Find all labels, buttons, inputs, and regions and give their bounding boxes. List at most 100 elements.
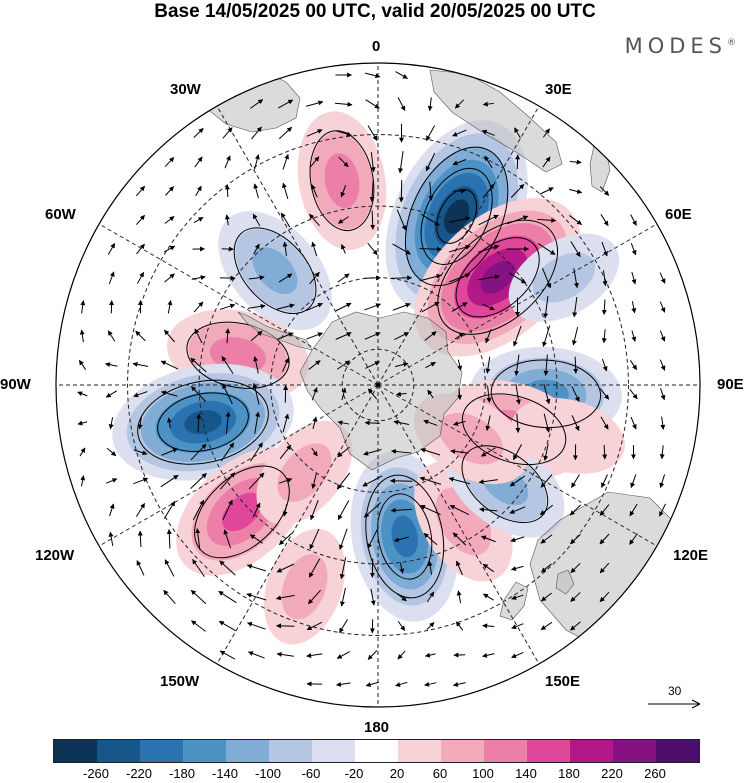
wind-vector xyxy=(160,360,179,370)
wind-vector xyxy=(364,332,381,340)
contour-line xyxy=(186,321,290,389)
wind-vector xyxy=(629,360,638,371)
contour-ring xyxy=(490,359,602,429)
wind-vector xyxy=(218,590,237,604)
wind-vector xyxy=(629,533,638,545)
wind-vector xyxy=(482,563,495,573)
wind-vector xyxy=(367,650,378,660)
wind-vector xyxy=(571,415,580,432)
wind-vector xyxy=(337,446,350,458)
wind-vector xyxy=(572,297,578,318)
wind-vector xyxy=(486,385,492,403)
colorbar-swatch xyxy=(570,740,613,762)
label-90w: 90W xyxy=(0,376,31,393)
reference-arrow-icon xyxy=(648,699,701,709)
wind-vectors xyxy=(77,71,666,687)
wind-vector xyxy=(630,416,637,430)
wind-vector xyxy=(542,325,551,347)
wind-vector xyxy=(541,563,552,573)
anomaly-level xyxy=(391,515,418,558)
wind-vector xyxy=(448,244,471,253)
wind-vector xyxy=(133,449,148,456)
wind-vector xyxy=(480,447,496,457)
wind-vector xyxy=(457,359,463,371)
wind-vector xyxy=(220,442,235,462)
wind-vector xyxy=(478,214,499,226)
colorbar-swatch xyxy=(527,740,570,762)
wind-vector xyxy=(164,559,175,577)
wind-vector xyxy=(543,384,551,405)
meridian-line xyxy=(377,105,540,386)
label-120e: 120E xyxy=(673,547,709,564)
wind-vector xyxy=(423,532,438,546)
reference-vector: 30 xyxy=(646,684,706,719)
wind-vector xyxy=(569,188,583,194)
wind-vector xyxy=(508,272,527,284)
wind-vector xyxy=(659,359,666,371)
anomaly-level xyxy=(277,443,332,502)
wind-vector xyxy=(167,300,173,314)
wind-vector xyxy=(136,243,145,255)
wind-vector xyxy=(569,504,582,516)
brand-mark: ® xyxy=(727,38,736,48)
wind-vector xyxy=(336,651,351,659)
wind-vector xyxy=(660,416,666,430)
meridian-line xyxy=(377,384,658,547)
wind-vector xyxy=(514,354,520,376)
wind-vector xyxy=(364,275,381,281)
wind-vector xyxy=(477,244,500,253)
wind-vector xyxy=(339,619,348,634)
contour-line xyxy=(157,392,249,452)
wind-vector xyxy=(309,213,320,227)
colorbar-swatch xyxy=(183,740,226,762)
wind-vector xyxy=(108,531,114,546)
wind-vector xyxy=(222,383,233,405)
wind-vector xyxy=(543,443,549,461)
wind-vector xyxy=(599,504,610,516)
wind-vector xyxy=(395,681,408,687)
wind-vector xyxy=(367,242,378,256)
wind-vector xyxy=(425,361,436,369)
wind-vector xyxy=(514,127,521,139)
wind-vector xyxy=(452,681,466,687)
wind-vector xyxy=(391,275,413,281)
antarctica-landmass xyxy=(299,311,463,471)
wind-vector xyxy=(250,330,263,342)
wind-vector xyxy=(253,243,260,255)
wind-vector xyxy=(398,151,404,174)
contour-ring xyxy=(404,146,509,287)
wind-vector xyxy=(370,588,376,606)
wind-vector xyxy=(515,154,521,170)
brand-logo: MODES® xyxy=(625,34,736,58)
wind-vector xyxy=(164,273,175,283)
wind-vector xyxy=(311,387,318,401)
wind-vector xyxy=(219,560,236,576)
wind-vector xyxy=(309,271,320,285)
wind-vector xyxy=(192,499,205,520)
wind-vector xyxy=(452,129,467,137)
wind-vector xyxy=(631,330,637,342)
wind-vector xyxy=(450,448,469,454)
wind-vector xyxy=(600,214,609,227)
wind-vector xyxy=(599,186,610,196)
wind-vector xyxy=(484,155,493,169)
wind-vector xyxy=(311,241,318,257)
colorbar-tick-label: -140 xyxy=(211,766,239,781)
wind-vector xyxy=(482,593,494,601)
wind-vector xyxy=(224,155,231,169)
wind-vector xyxy=(482,183,495,199)
wind-vector xyxy=(540,592,552,602)
wind-vector xyxy=(195,185,202,197)
wind-vector xyxy=(659,445,665,460)
wind-vector xyxy=(369,180,375,202)
wind-vector xyxy=(164,329,175,343)
wind-vector xyxy=(456,560,463,576)
wind-vector xyxy=(337,216,349,224)
contour-ring xyxy=(233,227,317,315)
wind-vector xyxy=(510,184,525,198)
wind-vector xyxy=(573,268,579,289)
wind-vector xyxy=(367,125,378,141)
anomaly-level xyxy=(443,199,470,234)
wind-vector xyxy=(192,558,205,577)
